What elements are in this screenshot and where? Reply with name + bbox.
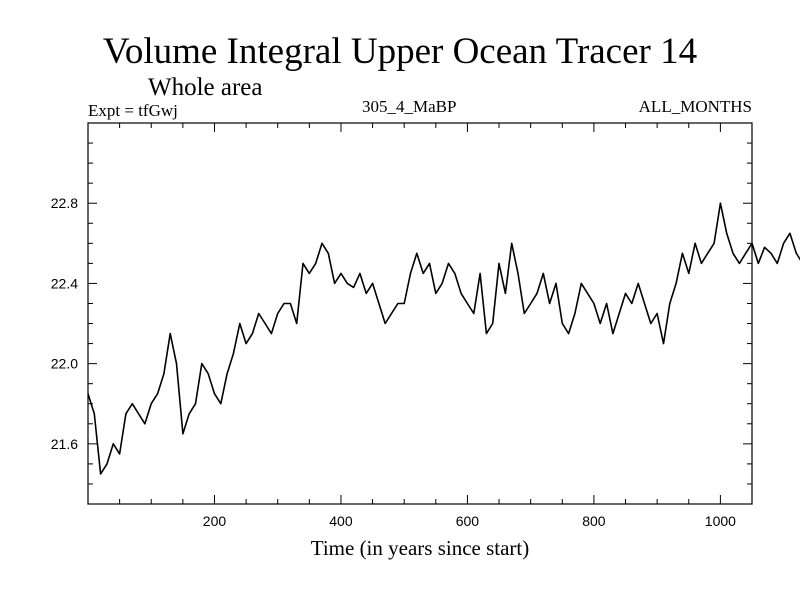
chart-subtitle: Whole area xyxy=(148,74,263,101)
experiment-label: Expt = tfGwj xyxy=(88,101,178,120)
series-layer xyxy=(87,202,800,475)
x-tick-label: 800 xyxy=(582,513,606,529)
y-tick-label: 22.4 xyxy=(51,275,78,291)
chart-title: Volume Integral Upper Ocean Tracer 14 xyxy=(102,31,698,72)
x-axis-label: Time (in years since start) xyxy=(310,536,530,560)
plot-frame xyxy=(87,122,753,505)
x-tick-label: 400 xyxy=(329,513,353,529)
y-tick-label: 22.8 xyxy=(51,195,78,211)
y-tick-label: 21.6 xyxy=(51,436,78,452)
y-tick-label: 22.0 xyxy=(51,356,78,372)
series-line xyxy=(87,202,800,475)
run-id-label: 305_4_MaBP xyxy=(362,97,457,116)
x-tick-label: 600 xyxy=(456,513,480,529)
x-tick-label: 200 xyxy=(203,513,227,529)
axes-layer: 200 400 600 800 1000 21.6 22.0 22.4 22.8 xyxy=(51,122,752,529)
months-label: ALL_MONTHS xyxy=(638,97,752,116)
x-tick-label: 1000 xyxy=(705,513,736,529)
